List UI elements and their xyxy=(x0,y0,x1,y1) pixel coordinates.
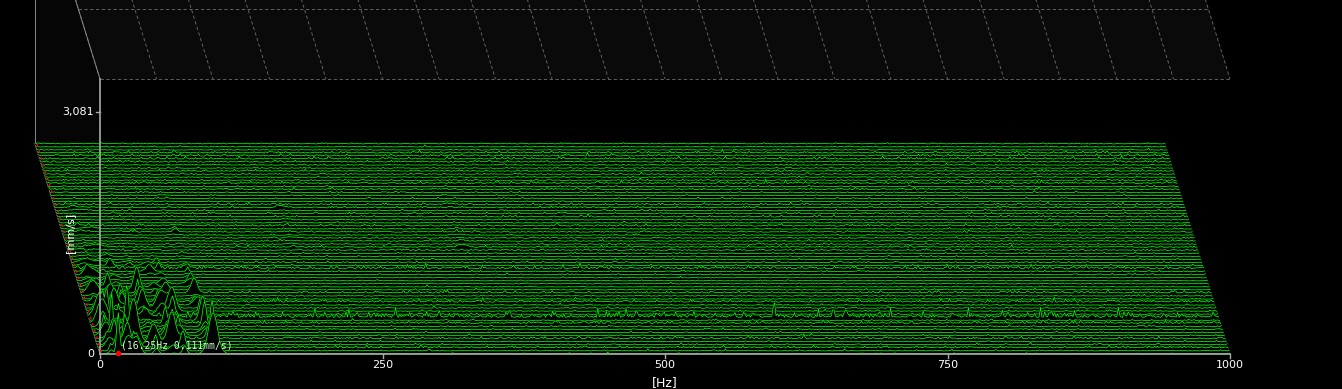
Text: 3,081: 3,081 xyxy=(62,107,94,117)
Polygon shape xyxy=(90,286,1220,321)
Polygon shape xyxy=(68,251,1198,254)
Polygon shape xyxy=(58,214,1188,217)
Polygon shape xyxy=(75,265,1205,272)
Polygon shape xyxy=(81,267,1210,290)
Polygon shape xyxy=(83,284,1213,299)
Polygon shape xyxy=(93,315,1223,329)
Polygon shape xyxy=(94,321,1224,336)
Polygon shape xyxy=(71,258,1201,263)
Polygon shape xyxy=(99,300,1229,351)
Polygon shape xyxy=(50,187,1180,190)
Polygon shape xyxy=(35,0,1231,79)
Text: [Hz]: [Hz] xyxy=(652,376,678,389)
Text: 0: 0 xyxy=(87,349,94,359)
Polygon shape xyxy=(60,223,1190,226)
Polygon shape xyxy=(95,319,1225,339)
Polygon shape xyxy=(76,275,1206,278)
Text: 250: 250 xyxy=(372,360,393,370)
Polygon shape xyxy=(62,226,1192,229)
Polygon shape xyxy=(43,169,1173,172)
Polygon shape xyxy=(52,200,1182,202)
Text: 500: 500 xyxy=(655,360,675,370)
Polygon shape xyxy=(51,194,1181,196)
Polygon shape xyxy=(98,329,1228,348)
Polygon shape xyxy=(91,301,1221,327)
Polygon shape xyxy=(66,239,1196,242)
Polygon shape xyxy=(42,163,1172,165)
Polygon shape xyxy=(94,293,1224,333)
Polygon shape xyxy=(40,156,1170,159)
Polygon shape xyxy=(43,167,1173,168)
Polygon shape xyxy=(89,289,1219,317)
Polygon shape xyxy=(56,212,1186,214)
Polygon shape xyxy=(47,178,1177,180)
Polygon shape xyxy=(78,273,1208,281)
Polygon shape xyxy=(87,287,1217,311)
Text: 750: 750 xyxy=(937,360,958,370)
Polygon shape xyxy=(36,145,1166,147)
Text: (16.25Hz 0.111mm/s): (16.25Hz 0.111mm/s) xyxy=(121,341,234,351)
Polygon shape xyxy=(68,248,1198,251)
Polygon shape xyxy=(52,197,1182,199)
Polygon shape xyxy=(44,172,1174,174)
Polygon shape xyxy=(35,143,1165,144)
Polygon shape xyxy=(59,221,1189,223)
Polygon shape xyxy=(79,273,1209,287)
Polygon shape xyxy=(47,179,1177,184)
Polygon shape xyxy=(62,228,1192,232)
Polygon shape xyxy=(85,292,1215,305)
Polygon shape xyxy=(90,299,1221,324)
Polygon shape xyxy=(97,312,1227,345)
Text: 0: 0 xyxy=(97,360,103,370)
Polygon shape xyxy=(86,288,1216,308)
Polygon shape xyxy=(40,159,1170,162)
Polygon shape xyxy=(85,286,1215,302)
Polygon shape xyxy=(35,0,101,354)
Polygon shape xyxy=(55,205,1185,208)
Polygon shape xyxy=(97,299,1227,342)
Polygon shape xyxy=(72,258,1202,266)
Polygon shape xyxy=(64,237,1194,238)
Polygon shape xyxy=(36,148,1168,150)
Polygon shape xyxy=(66,242,1196,244)
Polygon shape xyxy=(50,191,1180,193)
Text: [mm/s]: [mm/s] xyxy=(64,213,75,253)
Polygon shape xyxy=(75,264,1205,275)
Polygon shape xyxy=(56,209,1186,211)
Polygon shape xyxy=(81,278,1212,293)
Polygon shape xyxy=(70,253,1200,257)
Polygon shape xyxy=(39,152,1169,156)
Polygon shape xyxy=(63,233,1193,235)
Polygon shape xyxy=(59,218,1189,220)
Polygon shape xyxy=(74,262,1204,269)
Polygon shape xyxy=(78,278,1208,284)
Polygon shape xyxy=(48,185,1178,187)
Polygon shape xyxy=(38,149,1168,153)
Polygon shape xyxy=(87,296,1217,314)
Polygon shape xyxy=(82,284,1212,296)
Text: 1000: 1000 xyxy=(1216,360,1244,370)
Polygon shape xyxy=(67,244,1197,247)
Polygon shape xyxy=(71,258,1201,259)
Polygon shape xyxy=(101,313,1231,354)
Polygon shape xyxy=(46,176,1176,177)
Polygon shape xyxy=(54,202,1184,205)
